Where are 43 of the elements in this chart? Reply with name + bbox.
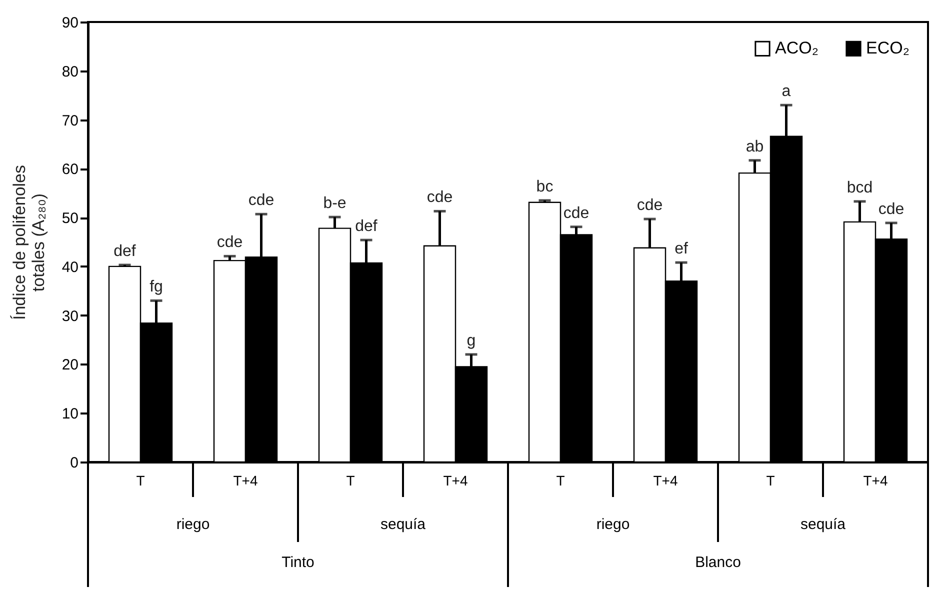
text: Blanco xyxy=(695,554,741,571)
y-tick-label: 40 xyxy=(62,258,78,276)
y-tick-label: 50 xyxy=(62,210,78,228)
text: sequía xyxy=(800,516,846,533)
data-label: b-e xyxy=(323,195,346,212)
data-label: bc xyxy=(536,178,554,196)
text: sequía xyxy=(380,516,426,533)
x-tick-label: T xyxy=(136,472,146,488)
data-label: ef xyxy=(674,240,688,258)
data-label: a xyxy=(782,83,791,100)
text: Tinto xyxy=(282,554,314,571)
y-tick-label: 60 xyxy=(62,161,78,178)
data-label: fg xyxy=(150,278,163,296)
legend-label: ECO₂ xyxy=(866,38,910,58)
data-label: cde xyxy=(878,200,904,218)
y-tick-label: 20 xyxy=(62,356,78,374)
data-label: bcd xyxy=(846,179,873,196)
data-label: cde xyxy=(216,234,243,252)
y-tick-label: 0 xyxy=(70,454,78,472)
data-label: ab xyxy=(746,138,764,156)
y-tick-label: 30 xyxy=(62,308,78,325)
data-label: def xyxy=(355,218,378,236)
data-label: cde xyxy=(426,189,453,206)
y-tick-label: 80 xyxy=(62,63,78,80)
data-label: cde xyxy=(636,197,663,214)
text: riego xyxy=(596,516,630,533)
legend-label: ACO₂ xyxy=(775,38,818,58)
data-label: cde xyxy=(248,192,274,210)
y-tick-label: 10 xyxy=(62,406,78,423)
y-tick-label: 70 xyxy=(62,112,78,130)
text: riego xyxy=(176,516,210,533)
x-tick-label: T xyxy=(556,472,566,488)
x-tick-label: T+4 xyxy=(443,472,468,488)
data-label: g xyxy=(466,332,476,350)
x-tick-label: T xyxy=(766,472,776,488)
x-tick-label: T xyxy=(346,472,356,488)
x-tick-label: T+4 xyxy=(233,472,258,488)
data-label: def xyxy=(114,242,136,260)
x-tick-label: T+4 xyxy=(863,472,888,488)
y-tick-label: 90 xyxy=(62,14,78,32)
data-label: cde xyxy=(563,204,590,222)
y-axis-title: Índice de polifenoles totales (A₂₈₀) xyxy=(10,164,48,320)
x-tick-label: T+4 xyxy=(653,472,678,488)
